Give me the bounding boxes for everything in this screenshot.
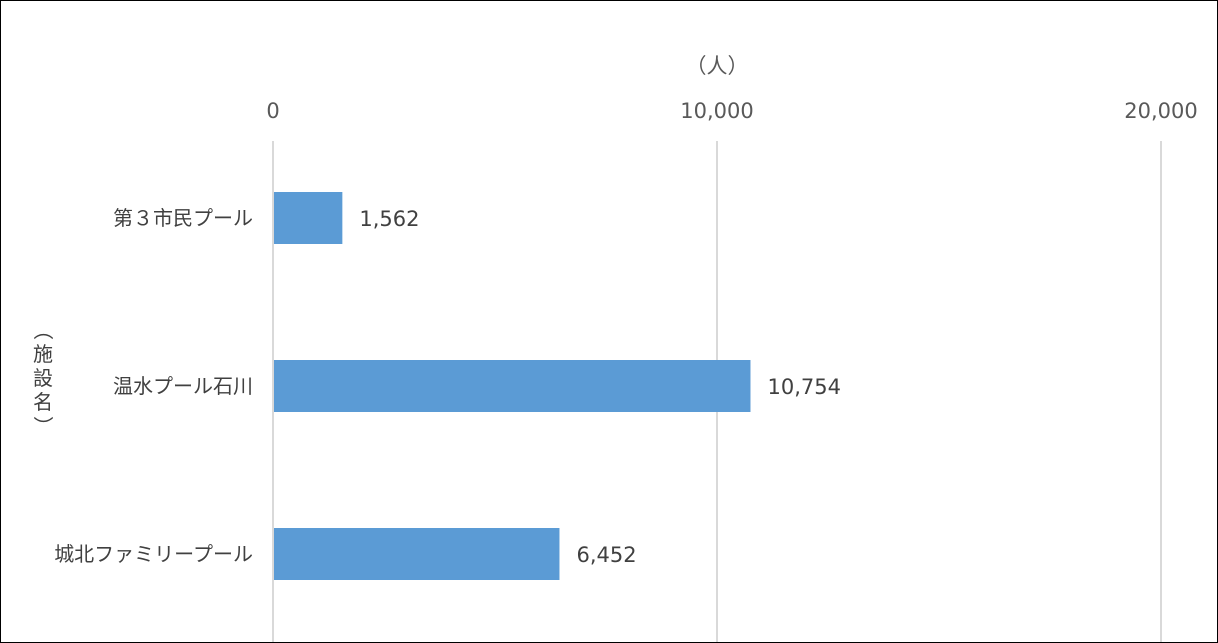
category-label: 温水プール石川 [113, 374, 253, 398]
bar [274, 528, 560, 580]
x-tick-label: 0 [266, 99, 279, 123]
y-axis-title-char: 名 [33, 390, 53, 414]
data-label: 10,754 [767, 375, 840, 399]
bar [274, 360, 751, 412]
bars [274, 192, 751, 580]
y-axis-title-char: （ [31, 320, 55, 340]
y-axis-title: （施設名） [31, 320, 55, 436]
x-unit-label: （人） [686, 54, 749, 78]
y-axis-title-char: 設 [33, 366, 53, 390]
category-label: 第３市民プール [113, 206, 253, 230]
category-label: 城北ファミリープール [54, 542, 253, 566]
x-tick-label: 10,000 [680, 99, 753, 123]
data-labels: 1,562 10,754 6,452 [359, 207, 841, 567]
data-label: 6,452 [576, 543, 636, 567]
y-axis-title-char: 施 [33, 342, 53, 366]
x-tick-label: 20,000 [1124, 99, 1197, 123]
x-tick-labels: 0 10,000 20,000 [266, 99, 1197, 123]
y-axis-title-char: ） [31, 416, 55, 436]
data-label: 1,562 [359, 207, 419, 231]
bar [274, 192, 343, 244]
